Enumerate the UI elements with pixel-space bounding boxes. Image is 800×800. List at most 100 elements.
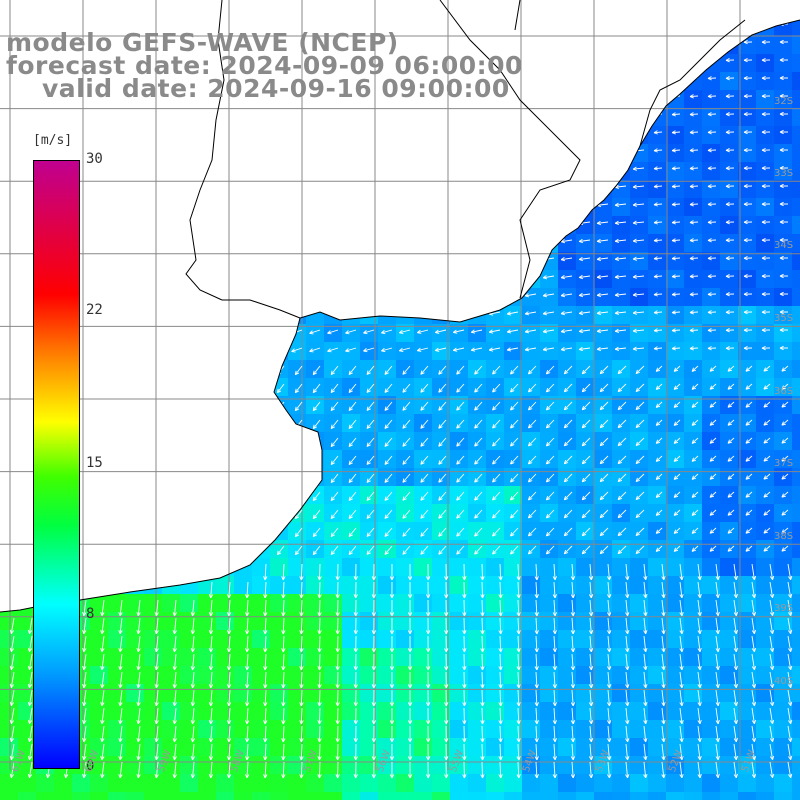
field-cell <box>648 450 667 469</box>
field-cell <box>162 648 181 667</box>
field-cell <box>720 792 739 800</box>
wind-arrow <box>779 165 789 171</box>
wind-arrow <box>348 491 357 501</box>
wind-arrow <box>761 345 771 351</box>
field-cell <box>162 792 181 800</box>
field-cell <box>486 450 505 469</box>
wind-arrow <box>707 148 717 153</box>
wind-arrow <box>673 401 681 408</box>
field-cell <box>126 702 145 721</box>
field-cell <box>558 432 577 451</box>
field-cell <box>504 324 523 343</box>
field-cell <box>360 432 379 451</box>
wind-arrow <box>781 365 789 372</box>
field-cell <box>792 486 800 505</box>
wind-arrow <box>781 437 789 444</box>
field-cell <box>558 720 577 739</box>
wind-arrow <box>399 347 411 352</box>
wind-arrow <box>528 545 537 555</box>
field-cell <box>720 594 739 613</box>
field-cell <box>792 504 800 523</box>
wind-arrow <box>743 238 753 243</box>
wind-arrow <box>348 545 357 555</box>
wind-arrow <box>635 419 645 429</box>
wind-arrow <box>689 310 699 315</box>
field-cell <box>684 306 703 325</box>
wind-arrow <box>312 401 321 412</box>
wind-arrow <box>689 166 699 171</box>
wind-arrow <box>632 238 645 243</box>
wind-arrow <box>456 365 465 375</box>
field-cell <box>684 252 703 271</box>
field-cell <box>666 522 685 541</box>
field-cell <box>396 684 415 703</box>
wind-arrow <box>599 437 609 447</box>
wind-arrow <box>438 509 447 519</box>
field-cell <box>684 738 703 757</box>
wind-arrow <box>366 545 375 555</box>
wind-arrow <box>345 347 357 353</box>
wind-arrow <box>578 328 591 334</box>
field-cell <box>108 774 127 793</box>
field-cell <box>756 180 775 199</box>
field-cell <box>90 594 109 613</box>
wind-arrow <box>560 293 573 298</box>
lat-label: 40S <box>774 676 794 687</box>
field-cell <box>378 648 397 667</box>
field-cell <box>306 396 325 415</box>
field-cell <box>738 90 757 109</box>
field-cell <box>648 306 667 325</box>
field-cell <box>468 522 487 541</box>
field-cell <box>288 540 307 559</box>
wind-arrow <box>653 346 663 351</box>
wind-arrow <box>689 346 699 351</box>
wind-arrow <box>689 112 699 117</box>
wind-arrow <box>563 365 573 375</box>
field-cell <box>324 720 343 739</box>
field-cell <box>648 486 667 505</box>
field-cell <box>666 666 685 685</box>
field-cell <box>576 450 595 469</box>
field-cell <box>522 414 541 433</box>
field-cell <box>90 774 109 793</box>
field-cell <box>720 576 739 595</box>
wind-arrow <box>655 527 663 534</box>
field-cell <box>468 738 487 757</box>
field-cell <box>702 216 721 235</box>
wind-arrow <box>312 383 321 394</box>
field-cell <box>738 288 757 307</box>
field-cell <box>630 252 649 271</box>
field-cell <box>630 288 649 307</box>
field-cell <box>324 378 343 397</box>
field-cell <box>522 342 541 361</box>
wind-arrow <box>671 166 681 171</box>
field-cell <box>612 738 631 757</box>
field-cell <box>432 360 451 379</box>
field-cell <box>378 792 397 800</box>
field-cell <box>756 198 775 217</box>
wind-arrow <box>779 219 789 225</box>
field-cell <box>792 630 800 649</box>
field-cell <box>630 324 649 343</box>
wind-arrow <box>745 527 753 534</box>
field-cell <box>702 558 721 577</box>
field-cell <box>684 234 703 253</box>
wind-arrow <box>614 202 627 207</box>
wind-arrow <box>671 220 681 225</box>
field-cell <box>180 756 199 775</box>
field-cell <box>612 684 631 703</box>
wind-arrow <box>348 401 357 411</box>
field-cell <box>612 234 631 253</box>
wind-arrow <box>614 274 627 279</box>
wind-arrow <box>524 293 537 298</box>
wind-arrow <box>743 58 753 63</box>
field-cell <box>288 720 307 739</box>
field-cell <box>756 684 775 703</box>
field-cell <box>792 54 800 73</box>
wind-arrow <box>653 148 663 153</box>
wind-arrow <box>614 292 627 297</box>
wind-arrow <box>653 310 663 315</box>
wind-arrow <box>492 455 501 465</box>
field-cell <box>720 558 739 577</box>
wind-arrow <box>709 473 717 480</box>
